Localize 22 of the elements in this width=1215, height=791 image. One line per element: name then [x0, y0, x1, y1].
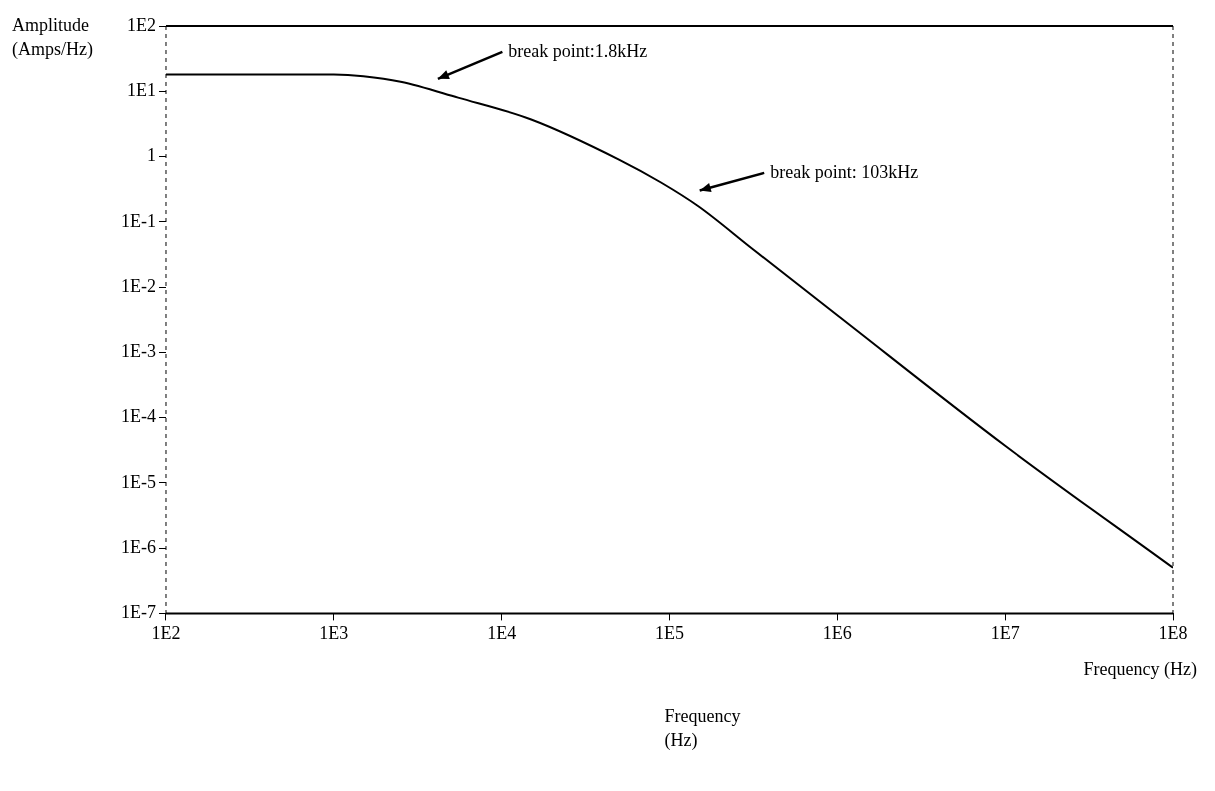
y-tick-label: 1E2	[126, 14, 156, 35]
y-tick-label: 1E-7	[120, 602, 156, 623]
x-tick-label: 1E7	[990, 622, 1020, 643]
text: Frequency (Hz)	[664, 706, 741, 752]
y-tick-label: 1E-5	[120, 471, 156, 492]
y-tick-label: 1E-2	[120, 275, 156, 296]
y-tick-label: 1E-6	[120, 536, 156, 557]
y-tick-label: 1	[146, 145, 156, 166]
y-axis-title: Amplitude (Amps/Hz)	[12, 14, 93, 60]
y-tick-label: 1E1	[126, 80, 156, 100]
annotation: break point: 103kHz	[770, 161, 919, 182]
x-tick-label: 1E8	[1158, 622, 1188, 643]
x-tick-label: 1E3	[319, 622, 349, 643]
annotation: break point:1.8kHz	[508, 40, 648, 61]
y-tick-label: 1E-3	[120, 341, 156, 362]
y-tick-label: 1E-1	[120, 210, 156, 231]
x-tick-label: 1E6	[822, 622, 852, 643]
x-tick-label: 1E2	[151, 622, 181, 643]
x-tick-label: 1E5	[654, 622, 684, 643]
y-tick-label: 1E-4	[120, 406, 156, 427]
x-tick-label: 1E4	[487, 622, 517, 643]
x-axis-title: Frequency (Hz)	[1083, 659, 1197, 681]
